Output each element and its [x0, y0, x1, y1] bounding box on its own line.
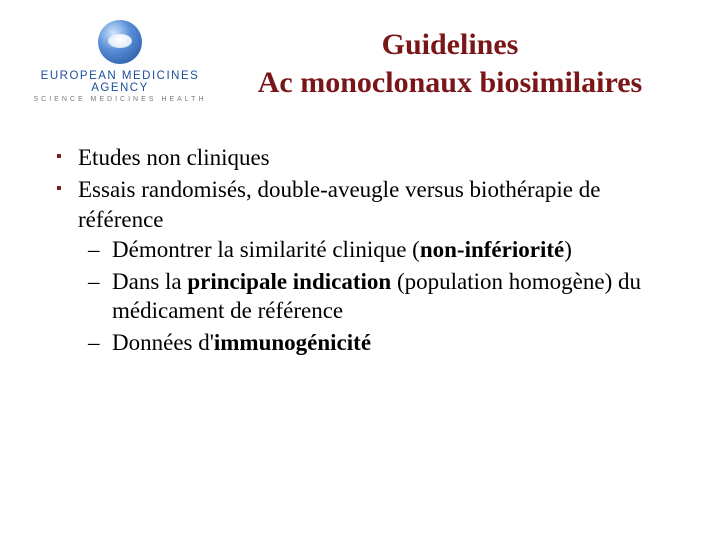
- bullet-text: Essais randomisés, double-aveugle versus…: [78, 177, 600, 232]
- logo-sphere-icon: [98, 20, 142, 64]
- sub-post: ): [564, 237, 572, 262]
- sub-list-item: Dans la principale indication (populatio…: [84, 267, 680, 327]
- list-item: Etudes non cliniques: [56, 143, 680, 173]
- body-content: Etudes non cliniques Essais randomisés, …: [0, 103, 720, 358]
- title-line-1: Guidelines: [210, 26, 690, 64]
- header: EUROPEAN MEDICINES AGENCY SCIENCE MEDICI…: [0, 0, 720, 103]
- ema-logo: EUROPEAN MEDICINES AGENCY SCIENCE MEDICI…: [30, 20, 210, 103]
- logo-sphere-wrap: [30, 20, 210, 64]
- sub-list-item: Démontrer la similarité clinique (non‐in…: [84, 235, 680, 265]
- list-item: Essais randomisés, double-aveugle versus…: [56, 175, 680, 358]
- slide: EUROPEAN MEDICINES AGENCY SCIENCE MEDICI…: [0, 0, 720, 540]
- sub-list: Démontrer la similarité clinique (non‐in…: [84, 235, 680, 359]
- bullet-list: Etudes non cliniques Essais randomisés, …: [56, 143, 680, 358]
- logo-main-text: EUROPEAN MEDICINES AGENCY: [30, 70, 210, 94]
- title-line-2: Ac monoclonaux biosimilaires: [210, 64, 690, 102]
- bullet-text: Etudes non cliniques: [78, 145, 270, 170]
- sub-bold: principale indication: [187, 269, 391, 294]
- sub-pre: Dans la: [112, 269, 187, 294]
- title-block: Guidelines Ac monoclonaux biosimilaires: [210, 20, 690, 101]
- sub-bold: immunogénicité: [214, 330, 371, 355]
- sub-list-item: Données d'immunogénicité: [84, 328, 680, 358]
- sub-bold: non‐infériorité: [420, 237, 564, 262]
- logo-sub-text: SCIENCE MEDICINES HEALTH: [30, 96, 210, 103]
- sub-pre: Démontrer la similarité clinique (: [112, 237, 420, 262]
- sub-pre: Données d': [112, 330, 214, 355]
